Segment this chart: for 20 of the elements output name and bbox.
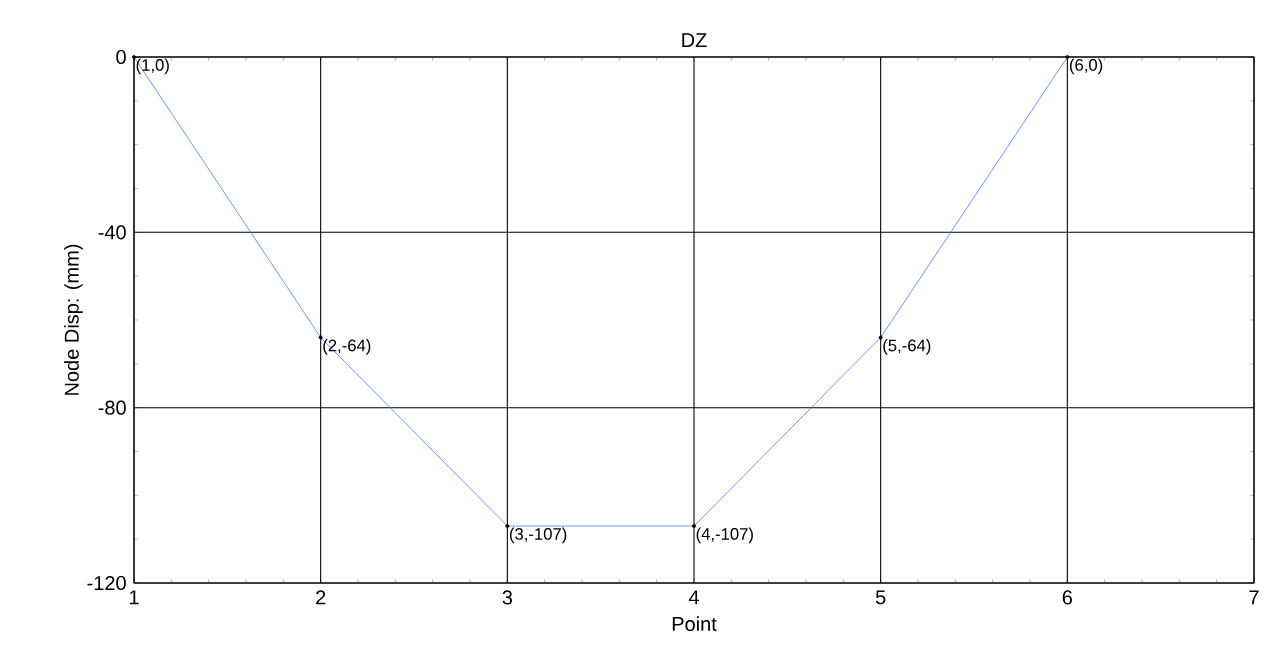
x-tick-label: 2: [316, 590, 326, 605]
x-tick-label: 6: [1062, 590, 1073, 605]
y-tick-label: -80: [98, 400, 126, 415]
y-axis-title: Node Disp: (mm): [64, 244, 83, 395]
y-tick-label: -120: [87, 575, 126, 591]
chart-title: DZ: [682, 33, 707, 47]
x-tick-label: 5: [875, 590, 886, 605]
x-axis-title: Point: [672, 616, 717, 632]
annotation: (2,-64): [323, 339, 371, 355]
annotation: (5,-64): [883, 339, 931, 355]
y-tick-label: -40: [98, 225, 126, 240]
x-tick-label: 1: [129, 590, 139, 605]
annotation: (1,0): [136, 58, 169, 75]
annotation: (6,0): [1069, 58, 1103, 75]
x-tick-label: 7: [1249, 590, 1259, 605]
annotation: (4,-107): [696, 527, 753, 544]
x-tick-label: 4: [688, 590, 699, 605]
annotation: (3,-107): [509, 527, 567, 544]
y-tick-label: 0: [116, 49, 126, 65]
x-tick-label: 3: [502, 590, 513, 605]
